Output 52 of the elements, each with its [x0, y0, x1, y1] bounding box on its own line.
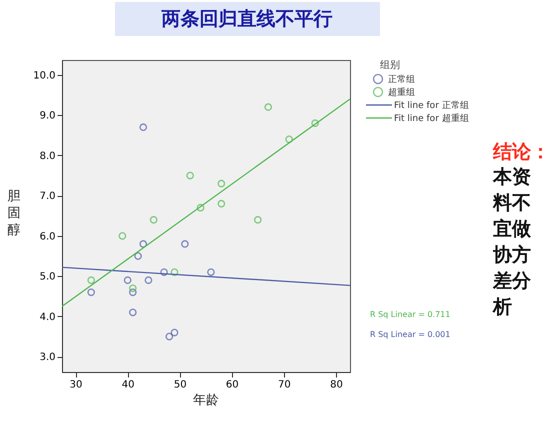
point [134, 252, 142, 260]
point [129, 288, 137, 296]
text: R Sq Linear = 0.711 [370, 310, 450, 319]
point [139, 123, 148, 132]
y-tick-label: 5.0 [40, 272, 56, 283]
point [165, 332, 174, 340]
y-tick-label: 8.0 [40, 150, 56, 162]
point [124, 276, 132, 284]
legend-title: 组别 [380, 59, 400, 71]
y-tick-label: 4.0 [40, 312, 56, 323]
x-tick-label: 70 [278, 380, 291, 390]
point [87, 276, 95, 284]
y-tick-label: 3.0 [40, 352, 56, 364]
y-axis-title: 胆固醇 [8, 189, 20, 238]
point [186, 172, 194, 180]
x-tick-label: 50 [174, 380, 187, 390]
point [150, 216, 158, 224]
legend-label: Fit line for 超重组 [394, 113, 469, 124]
legend-label: 正常组 [388, 74, 415, 85]
legend-label: 超重组 [388, 87, 415, 98]
legend-label: Fit line for 正常组 [394, 100, 469, 111]
y-tick-label: 10.0 [33, 70, 56, 82]
point [87, 288, 95, 296]
x-tick-label: 60 [226, 380, 239, 390]
point [129, 308, 137, 316]
y-tick-label: 9.0 [40, 110, 56, 122]
point [139, 240, 148, 248]
y-tick-label: 6.0 [40, 231, 56, 242]
point [207, 268, 215, 276]
point [264, 103, 272, 111]
point [160, 268, 168, 276]
y-tick-label: 7.0 [40, 191, 56, 202]
text: R Sq Linear = 0.001 [370, 330, 450, 339]
point [218, 200, 226, 208]
point [254, 216, 262, 224]
point [218, 180, 226, 188]
point [170, 328, 178, 336]
point [285, 136, 293, 144]
point [118, 232, 126, 240]
text: 结论： [492, 141, 550, 163]
point [129, 284, 137, 292]
chart-title: 两条回归直线不平行 [160, 8, 332, 30]
point [144, 276, 152, 284]
point [170, 268, 178, 276]
x-tick-label: 40 [122, 380, 134, 390]
x-tick-label: 80 [330, 380, 343, 390]
text: 本资料不宜做协方差分析 [492, 166, 532, 318]
point [311, 119, 319, 128]
x-tick-label: 30 [70, 380, 82, 390]
x-axis-title: 年龄 [193, 393, 219, 408]
point [181, 240, 189, 248]
point [196, 204, 204, 212]
